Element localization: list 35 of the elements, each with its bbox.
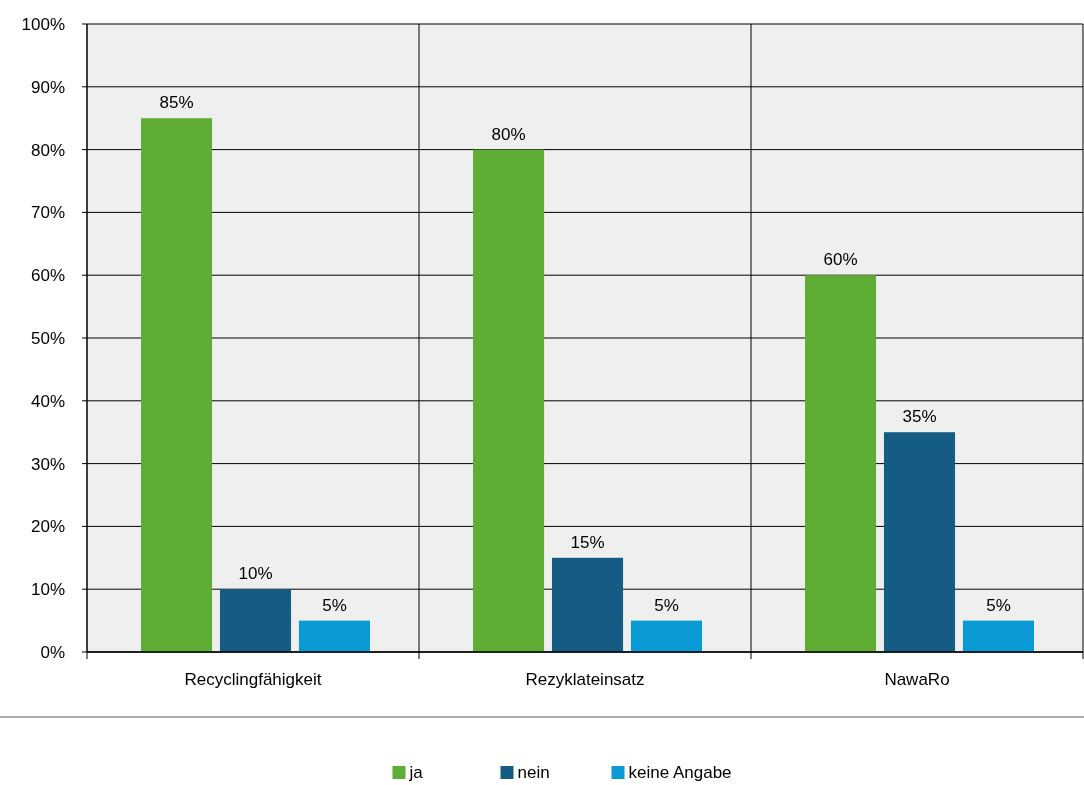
y-tick-label: 100% bbox=[21, 14, 65, 34]
bar bbox=[551, 557, 624, 652]
text: 5% bbox=[654, 595, 679, 615]
y-tick-label: 30% bbox=[30, 454, 65, 474]
text: 60% bbox=[823, 250, 858, 270]
x-tick-label: Rezyklateinsatz bbox=[525, 670, 645, 689]
y-tick-label: 40% bbox=[30, 391, 65, 411]
y-tick-label: 20% bbox=[30, 517, 65, 537]
legend-label: ja bbox=[408, 763, 424, 782]
bar bbox=[805, 275, 877, 652]
bar bbox=[962, 620, 1034, 652]
y-tick-label: 60% bbox=[30, 266, 65, 286]
text: 5% bbox=[322, 595, 347, 615]
text: 80% bbox=[491, 124, 526, 144]
legend-label: keine Angabe bbox=[628, 763, 732, 782]
x-tick-label: NawaRo bbox=[884, 670, 950, 689]
text: 5% bbox=[986, 595, 1011, 615]
y-tick-label: 0% bbox=[40, 642, 65, 662]
bar bbox=[883, 432, 956, 652]
y-tick-label: 70% bbox=[30, 203, 65, 223]
y-tick-label: 50% bbox=[30, 328, 65, 348]
bar bbox=[219, 589, 292, 652]
text: 10% bbox=[238, 564, 273, 584]
y-tick-label: 10% bbox=[30, 580, 65, 600]
bar bbox=[630, 620, 702, 652]
y-tick-label: 90% bbox=[30, 77, 65, 97]
y-tick-label: 80% bbox=[30, 140, 65, 160]
text: 15% bbox=[570, 532, 605, 552]
legend-label: nein bbox=[517, 763, 550, 782]
x-tick-label: Recyclingfähigkeit bbox=[184, 670, 322, 689]
bar bbox=[141, 118, 213, 652]
bar bbox=[298, 620, 370, 652]
bar bbox=[473, 149, 545, 652]
text: 35% bbox=[902, 407, 937, 427]
text: 85% bbox=[159, 93, 194, 113]
